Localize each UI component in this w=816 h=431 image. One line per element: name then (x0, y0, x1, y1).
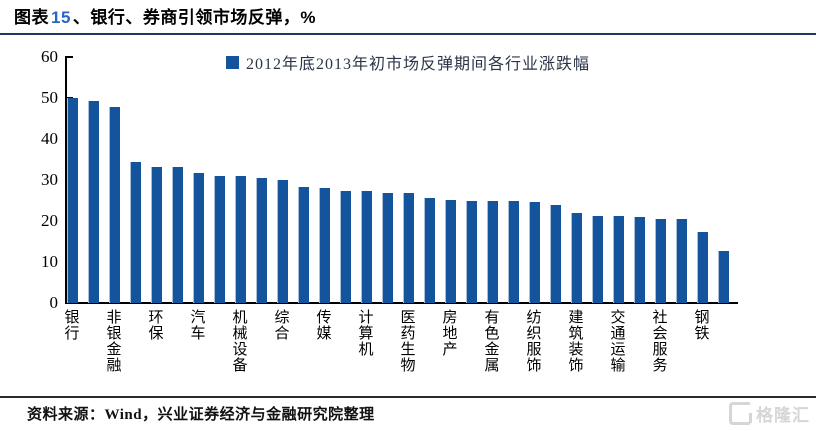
y-axis-tick-label: 50 (41, 88, 58, 107)
chart-title-prefix: 图表 (14, 8, 49, 27)
bar (381, 192, 393, 303)
y-axis-tick-label: 30 (41, 170, 58, 189)
x-axis-label: 银行 (64, 310, 80, 342)
bar (87, 101, 99, 303)
chart-title: 图表 15 、银行、券商引领市场反弹，% (14, 3, 316, 28)
gelonghui-logo-icon (729, 402, 752, 425)
x-axis-label: 综合 (274, 310, 290, 342)
bar (255, 178, 267, 303)
x-axis-label: 纺织服饰 (526, 310, 542, 374)
bar (213, 175, 225, 303)
y-axis-tick-label: 40 (41, 129, 58, 148)
bar (129, 161, 141, 303)
bar (339, 191, 351, 303)
bar (423, 198, 435, 303)
chart-title-rest: 、银行、券商引领市场反弹，% (72, 8, 317, 27)
gelonghui-logo: 格隆汇 (729, 401, 810, 426)
source-note: 资料来源：Wind，兴业证券经济与金融研究院整理 (27, 407, 375, 423)
bar (171, 167, 183, 303)
bar (444, 199, 456, 303)
bar (696, 231, 708, 303)
bar (108, 107, 120, 303)
y-axis-line (65, 56, 67, 304)
bar (654, 218, 666, 303)
y-axis-tick (67, 56, 73, 58)
x-axis-label: 计算机 (358, 310, 374, 358)
bar (360, 191, 372, 303)
bar (486, 200, 498, 303)
bar (297, 186, 309, 303)
x-axis-label: 钢铁 (694, 310, 710, 342)
bar (591, 216, 603, 303)
bar (549, 205, 561, 303)
y-axis-tick-label: 10 (41, 252, 58, 271)
x-axis-label: 环保 (148, 310, 164, 342)
bar (192, 173, 204, 303)
bar (570, 212, 582, 303)
bar (402, 193, 414, 303)
x-axis-label: 机械设备 (232, 310, 248, 374)
x-axis-label: 非银金融 (106, 310, 122, 374)
bar (66, 98, 78, 303)
legend: 2012年底2013年初市场反弹期间各行业涨跌幅 (226, 50, 590, 74)
legend-swatch-icon (226, 55, 239, 69)
x-axis-label: 有色金属 (484, 310, 500, 374)
bar (528, 201, 540, 303)
title-divider (0, 33, 816, 35)
gelonghui-logo-text: 格隆汇 (756, 406, 810, 425)
bar (150, 166, 162, 303)
bar (276, 179, 288, 303)
y-axis-tick-label: 20 (41, 211, 58, 230)
x-axis-label: 房地产 (442, 310, 458, 358)
x-axis-label: 汽车 (190, 310, 206, 342)
bar (612, 216, 624, 303)
bar (318, 187, 330, 303)
bar (465, 200, 477, 303)
x-axis-line (65, 302, 738, 304)
footer-divider (0, 396, 816, 398)
x-axis-label: 传媒 (316, 310, 332, 342)
x-axis-label: 交通运输 (610, 310, 626, 374)
bar (234, 176, 246, 303)
y-axis-tick-label: 60 (41, 47, 58, 66)
bar (675, 219, 687, 303)
bar (507, 201, 519, 303)
legend-label: 2012年底2013年初市场反弹期间各行业涨跌幅 (246, 56, 591, 73)
bar (717, 251, 729, 303)
y-axis-tick-label: 0 (49, 293, 59, 312)
x-axis-label: 社会服务 (652, 310, 668, 374)
x-axis-label: 医药生物 (400, 310, 416, 374)
x-axis-label: 建筑装饰 (568, 310, 584, 374)
bar (633, 216, 645, 303)
chart-title-number: 15 (51, 8, 71, 27)
